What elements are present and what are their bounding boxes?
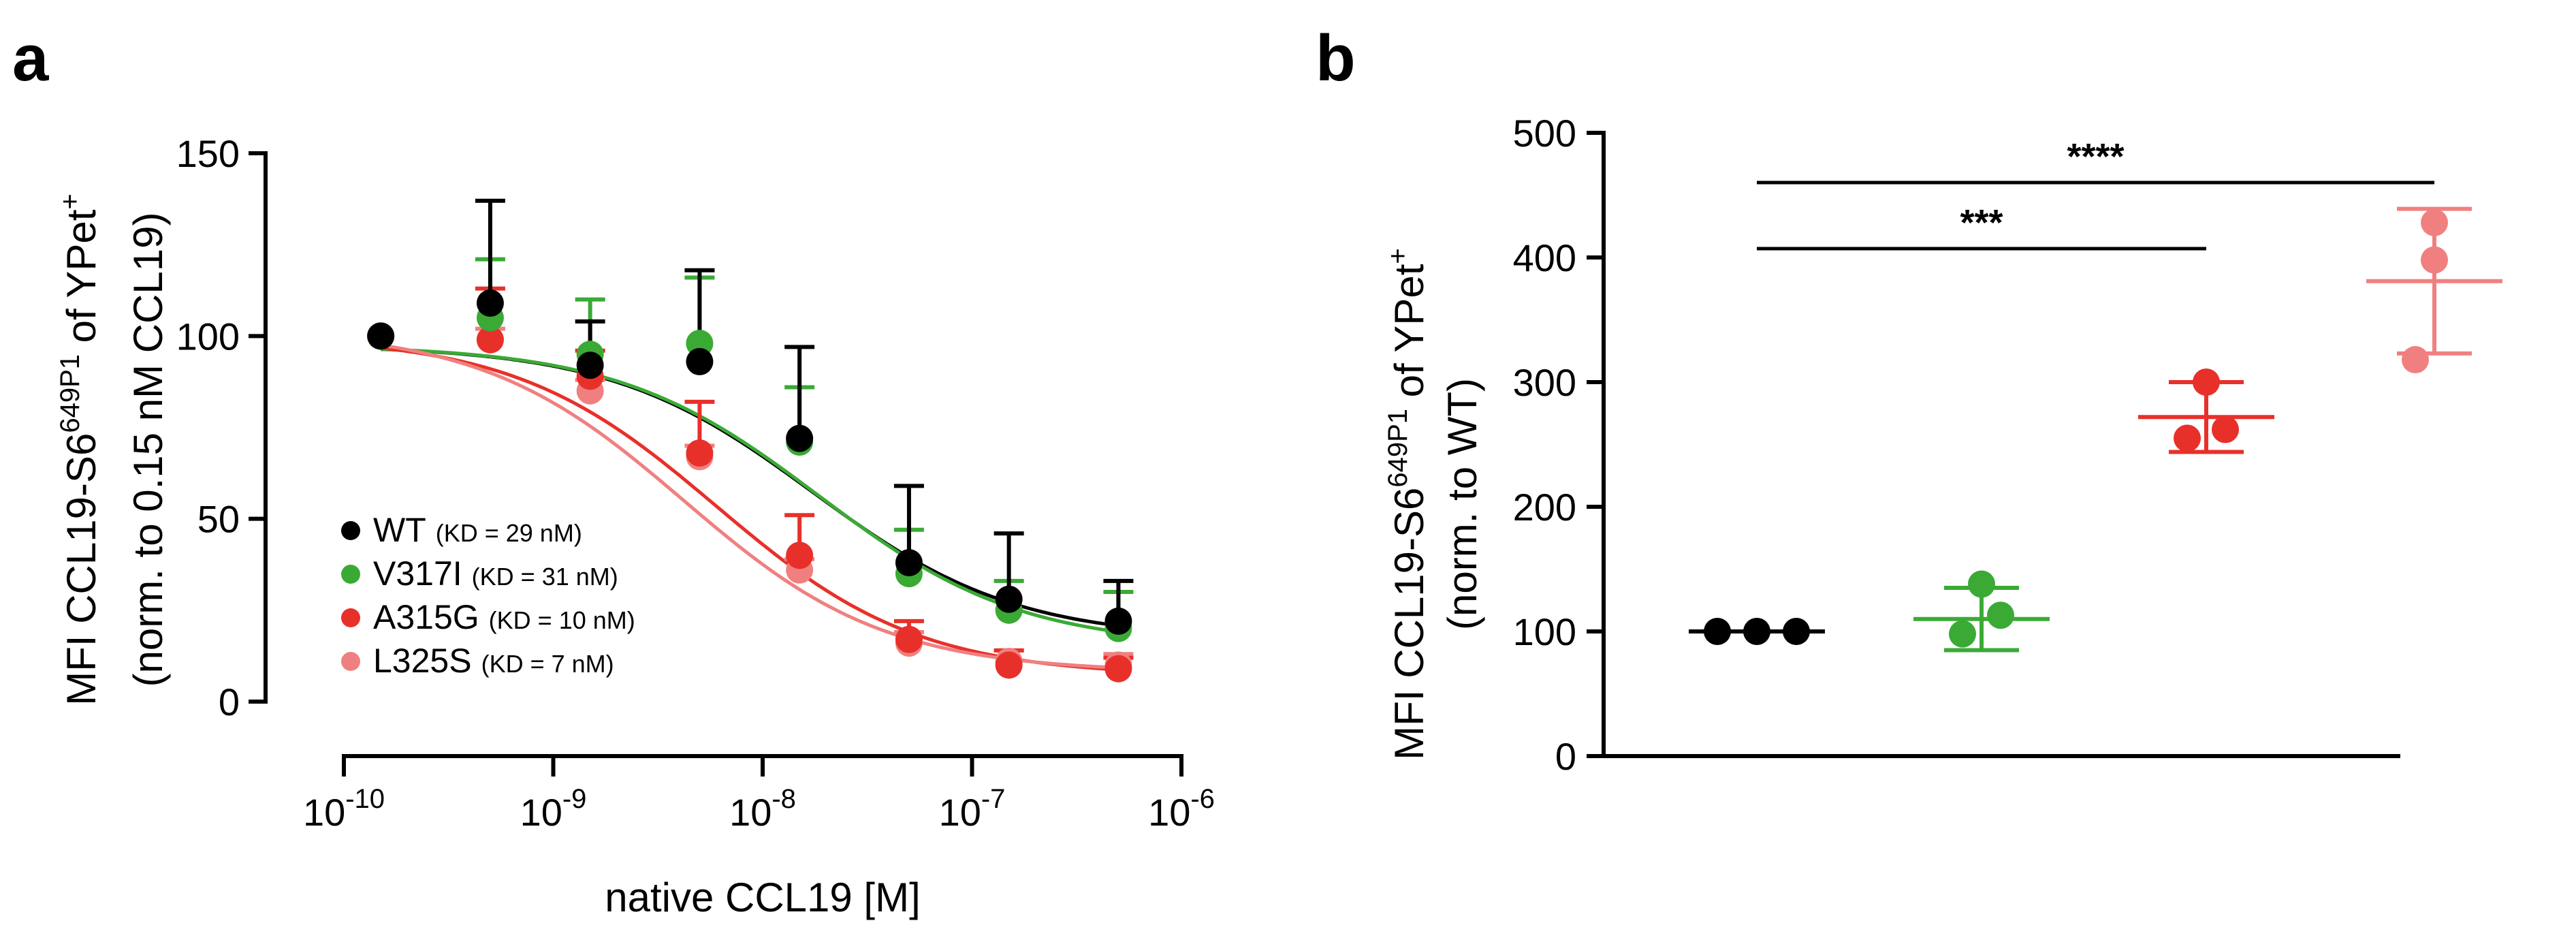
panel-a-x-tick-label: 10-8 xyxy=(729,784,796,834)
panel-a-x-tick-base: 10 xyxy=(520,791,562,834)
panel-a-legend-name: L325S xyxy=(373,642,472,680)
panel-b-point-v317i xyxy=(1968,570,1995,598)
panel-a-legend-label: WT (KD = 29 nM) xyxy=(373,511,582,549)
panel-a-legend-marker xyxy=(341,608,360,627)
panel-b-point-a315g xyxy=(2212,416,2239,443)
panel-a-legend-kd: (KD = 31 nM) xyxy=(472,563,618,591)
panel-b-y-title-plus: + xyxy=(1383,248,1413,264)
panel-a-x-tick-base: 10 xyxy=(1148,791,1190,834)
panel-a-legend-kd: (KD = 29 nM) xyxy=(436,519,582,547)
panel-a-y-title-line2: (norm. to 0.15 nM CCL19) xyxy=(125,213,171,687)
panel-b-y-title-line1: MFI CCL19-S6649P1 of YPet+ xyxy=(1383,248,1432,760)
panel-b-groups xyxy=(1689,206,2502,653)
panel-b-y-title-tail: of YPet xyxy=(1386,264,1432,409)
panel-b: b MFI CCL19-S6649P1 of YPet+ (norm. to W… xyxy=(1316,22,2502,778)
panel-a-x-tick-base: 10 xyxy=(729,791,772,834)
panel-a-y-tick-label: 100 xyxy=(176,315,240,358)
panel-b-point-l325s xyxy=(2421,246,2448,274)
panel-a-point-wt xyxy=(786,424,814,452)
panel-a-x-tick-base: 10 xyxy=(303,791,345,834)
panel-b-y-title-main: MFI CCL19-S6 xyxy=(1386,488,1432,760)
panel-a-x-title: native CCL19 [M] xyxy=(605,875,921,920)
panel-a-legend-label: A315G (KD = 10 nM) xyxy=(373,598,635,636)
panel-a-x-tick-label: 10-10 xyxy=(303,784,385,834)
panel-b-y-tick-label: 300 xyxy=(1513,361,1576,404)
panel-b-point-a315g xyxy=(2174,424,2201,452)
panel-a-point-wt xyxy=(1104,607,1132,635)
panel-b-y-tick-label: 100 xyxy=(1513,610,1576,653)
panel-b-point-wt xyxy=(1743,618,1770,645)
panel-a-legend-kd: (KD = 7 nM) xyxy=(481,650,614,678)
panel-a-y-tick-label: 50 xyxy=(197,498,240,541)
panel-b-y-title-sup: 649P1 xyxy=(1383,409,1413,488)
panel-a-fit-curve-l325s xyxy=(380,343,1119,670)
panel-b-significance: ******* xyxy=(1757,136,2434,251)
panel-a-x-tick-label: 10-7 xyxy=(939,784,1006,834)
panel-a-point-a315g xyxy=(476,326,504,354)
panel-a-x-tick-base: 10 xyxy=(939,791,981,834)
panel-a-x-tick-exp: -6 xyxy=(1190,784,1215,814)
panel-a-legend-label: L325S (KD = 7 nM) xyxy=(373,642,614,680)
panel-a-point-wt xyxy=(686,347,714,375)
panel-b-significance-label: **** xyxy=(2067,136,2124,177)
panel-a-fit-curve-v317i xyxy=(381,347,1119,634)
panel-b-point-v317i xyxy=(1987,601,2014,629)
panel-b-point-l325s xyxy=(2421,208,2448,236)
panel-a-letter: a xyxy=(12,22,49,95)
panel-a-y-tick-label: 150 xyxy=(176,132,240,175)
panel-a-points xyxy=(367,289,1132,683)
panel-a-point-wt xyxy=(367,322,395,350)
panel-a-legend-marker xyxy=(341,521,360,540)
panel-b-y-tick-label: 400 xyxy=(1513,236,1576,279)
panel-a-point-wt xyxy=(576,351,604,379)
panel-a-y-title-plus: + xyxy=(55,193,85,209)
panel-a-x-tick-exp: -7 xyxy=(981,784,1006,814)
panel-b-significance-label: *** xyxy=(1960,202,2003,243)
panel-b-y-tick-label: 200 xyxy=(1513,486,1576,529)
panel-a-y-title-line1: MFI CCL19-S6649P1 of YPet+ xyxy=(55,193,104,706)
panel-a-x-tick-exp: -10 xyxy=(345,784,385,814)
panel-a-x-tick-label: 10-6 xyxy=(1148,784,1215,834)
panel-a-x-tick-exp: -9 xyxy=(562,784,587,814)
panel-a-point-wt xyxy=(476,289,504,317)
panel-b-point-wt xyxy=(1783,618,1810,645)
panel-a-x-tick-exp: -8 xyxy=(772,784,796,814)
panel-a-point-a315g xyxy=(895,625,923,653)
panel-a-legend-marker xyxy=(341,565,360,584)
panel-a-legend-name: WT xyxy=(373,511,426,549)
panel-b-point-l325s xyxy=(2402,346,2429,374)
panel-a-legend-marker xyxy=(341,652,360,671)
panel-b-point-wt xyxy=(1704,618,1731,645)
panel-a-y-title-tail: of YPet xyxy=(59,209,104,354)
panel-b-y-tick-label: 0 xyxy=(1555,735,1576,778)
panel-a-point-a315g xyxy=(786,542,814,569)
panel-b-y-title-line2: (norm. to WT) xyxy=(1440,378,1485,630)
panel-a-point-a315g xyxy=(1104,655,1132,683)
panel-b-point-v317i xyxy=(1949,620,1976,648)
panel-a-legend-name: V317I xyxy=(373,554,462,593)
panel-a: a MFI CCL19-S6649P1 of YPet+ (norm. to 0… xyxy=(12,22,1215,920)
panel-b-y-tick-label: 500 xyxy=(1513,112,1576,155)
panel-a-point-a315g xyxy=(995,651,1023,679)
panel-a-legend-kd: (KD = 10 nM) xyxy=(489,606,635,634)
panel-a-point-wt xyxy=(895,549,923,577)
panel-a-y-title-main: MFI CCL19-S6 xyxy=(59,433,104,706)
panel-a-point-wt xyxy=(995,585,1023,613)
panel-a-y-title-sup: 649P1 xyxy=(55,354,85,433)
panel-a-legend: WT (KD = 29 nM)V317I (KD = 31 nM)A315G (KD … xyxy=(341,511,635,680)
panel-a-legend-name: A315G xyxy=(373,598,479,636)
panel-b-axes: 0 100 200 300 400 500 xyxy=(1513,112,2400,778)
panel-a-point-a315g xyxy=(686,439,714,467)
panel-b-letter: b xyxy=(1316,22,1356,95)
panel-a-x-tick-label: 10-9 xyxy=(520,784,587,834)
panel-a-legend-label: V317I (KD = 31 nM) xyxy=(373,554,618,593)
panel-a-y-tick-label: 0 xyxy=(219,680,240,723)
panel-b-point-a315g xyxy=(2193,369,2220,396)
